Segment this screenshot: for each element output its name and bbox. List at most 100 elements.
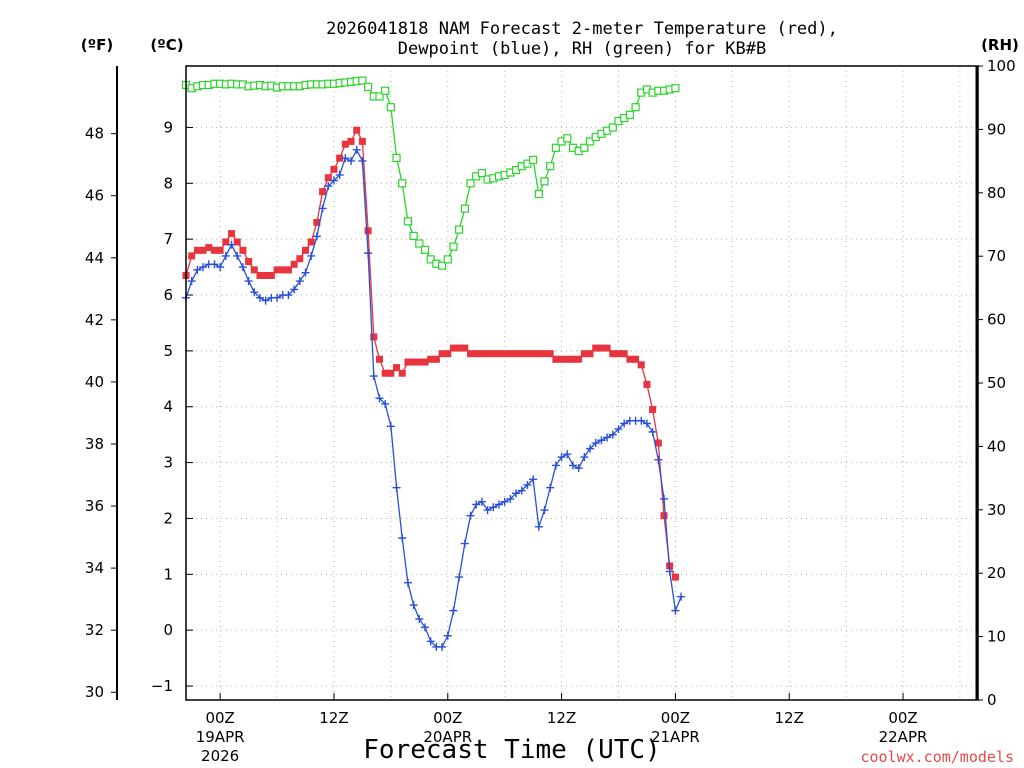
dewpoint-point xyxy=(318,204,327,213)
dewpoint-point xyxy=(466,511,475,520)
temperature-point xyxy=(632,355,640,363)
temperature-point xyxy=(347,137,355,145)
temperature-point xyxy=(336,154,344,162)
dewpoint-point xyxy=(642,419,651,428)
dewpoint-point xyxy=(187,277,196,286)
temperature-point xyxy=(444,350,452,358)
rh-point xyxy=(534,189,543,199)
dewpoint-point xyxy=(443,631,452,640)
temperature-point xyxy=(523,350,531,358)
temperature-point xyxy=(506,350,514,358)
temperature-point xyxy=(552,355,560,363)
dewpoint-point xyxy=(591,439,600,448)
dewpoint-point xyxy=(546,483,555,492)
temperature-point xyxy=(643,380,651,388)
temperature-point xyxy=(580,350,588,358)
dewpoint-point xyxy=(244,277,253,286)
rh-point xyxy=(477,169,487,178)
dewpoint-point xyxy=(347,156,356,165)
celsius-tick-label: −1 xyxy=(151,677,173,695)
chart-title-line1: 2026041818 NAM Forecast 2-meter Temperat… xyxy=(326,19,838,39)
dewpoint-point xyxy=(255,293,264,302)
series-layer xyxy=(181,76,686,651)
rh-point xyxy=(443,255,452,264)
dewpoint-point xyxy=(580,453,589,462)
rh-tick-label: 90 xyxy=(987,120,1006,138)
dewpoint-point xyxy=(648,427,657,436)
rh-tick-label: 10 xyxy=(987,628,1006,646)
temperature-point xyxy=(432,355,440,363)
time-tick-label: 00Z xyxy=(888,709,917,727)
rh-axis: 0 10 20 30 40 50 60 70 80 90 100 xyxy=(977,57,1016,709)
temperature-point xyxy=(228,230,236,238)
rh-point xyxy=(631,103,640,112)
dewpoint-point xyxy=(551,461,560,470)
chart-title-line2: Dewpoint (blue), RH (green) for KB#B xyxy=(398,39,766,59)
fahrenheit-unit-label: (ºF) xyxy=(81,36,113,54)
dewpoint-point xyxy=(523,480,532,489)
dewpoint-point xyxy=(307,251,316,260)
temperature-point xyxy=(364,227,372,235)
rh-point xyxy=(546,162,555,171)
time-tick-label: 00Z xyxy=(205,709,234,727)
dewpoint-point xyxy=(455,573,464,582)
temperature-point xyxy=(262,271,270,279)
rh-point xyxy=(426,255,435,264)
dewpoint-point xyxy=(677,592,686,601)
time-tick-date: 19APR xyxy=(196,728,245,746)
fahrenheit-tick-label: 36 xyxy=(85,497,104,515)
dewpoint-point xyxy=(512,489,521,498)
dewpoint-point xyxy=(671,606,680,615)
celsius-axis: −1 0 1 2 3 4 5 6 7 8 9 xyxy=(151,118,193,695)
dewpoint-point xyxy=(415,615,424,624)
dewpoint-point xyxy=(517,486,526,495)
temperature-point xyxy=(586,350,594,358)
dewpoint-point xyxy=(665,567,674,576)
dewpoint-point xyxy=(494,500,503,509)
temperature-point xyxy=(467,350,475,358)
temperature-point xyxy=(307,238,315,246)
time-tick-label: 12Z xyxy=(319,709,348,727)
dewpoint-point xyxy=(352,145,361,154)
celsius-tick-label: 3 xyxy=(163,454,173,472)
dewpoint-point xyxy=(335,170,344,179)
dewpoint-point xyxy=(238,263,247,272)
temperature-point xyxy=(455,344,463,352)
temperature-point xyxy=(250,266,258,274)
rh-point xyxy=(580,143,589,152)
temperature-point xyxy=(256,271,264,279)
temperature-point xyxy=(614,350,622,358)
time-tick-date: 22APR xyxy=(879,728,928,746)
dewpoint-point xyxy=(529,475,538,484)
dewpoint-line xyxy=(185,148,682,648)
dewpoint-point xyxy=(324,182,333,191)
celsius-tick-label: 1 xyxy=(163,565,173,583)
time-tick-label: 12Z xyxy=(775,709,804,727)
fahrenheit-tick-label: 38 xyxy=(85,435,104,453)
temperature-point xyxy=(296,255,304,263)
rh-point xyxy=(551,143,560,152)
rh-tick-label: 100 xyxy=(987,57,1016,75)
rh-point xyxy=(671,84,680,93)
dewpoint-point xyxy=(210,260,219,269)
rh-point xyxy=(364,82,373,92)
temperature-point xyxy=(205,244,213,252)
time-tick-date: 21APR xyxy=(651,728,700,746)
temperature-point xyxy=(273,266,281,274)
celsius-tick-label: 5 xyxy=(163,342,173,360)
fahrenheit-tick-label: 42 xyxy=(85,311,104,329)
rh-line xyxy=(185,79,676,267)
rh-point xyxy=(449,242,458,251)
dewpoint-point xyxy=(483,506,492,515)
temperature-point xyxy=(393,364,401,372)
dewpoint-point xyxy=(284,291,293,300)
rh-point xyxy=(455,225,464,234)
rh-point xyxy=(398,179,407,188)
temperature-point xyxy=(597,344,605,352)
temperature-point xyxy=(284,266,292,274)
temperature-point xyxy=(410,358,418,366)
rh-point xyxy=(608,123,617,132)
temperature-point xyxy=(239,246,247,254)
rh-point xyxy=(420,245,430,254)
